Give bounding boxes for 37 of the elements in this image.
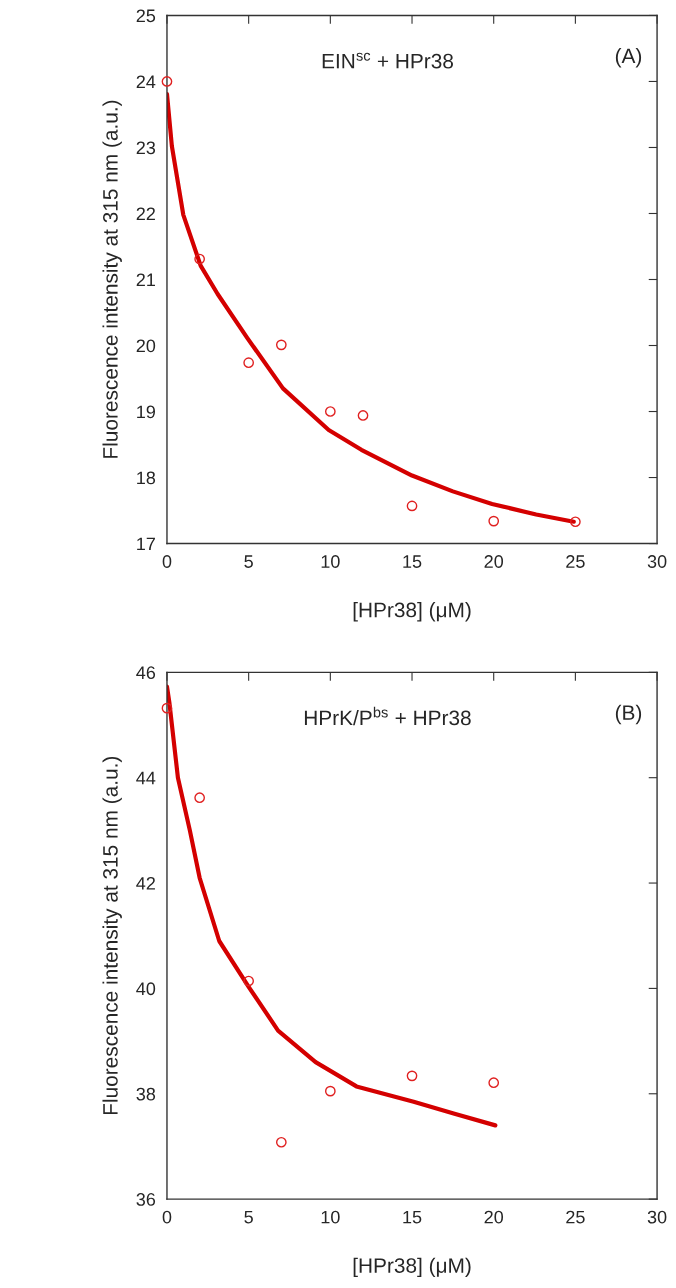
- y-tick-label: 25: [136, 9, 156, 23]
- y-axis-title: Fluorescence intensity at 315 nm (a.u.): [102, 100, 122, 458]
- x-tick-label: 20: [484, 1210, 504, 1224]
- y-axis-title: Fluorescence intensity at 315 nm (a.u.): [102, 756, 122, 1115]
- y-tick-label: 17: [137, 537, 155, 551]
- annotation: (A): [615, 47, 642, 68]
- y-tick-label: 20: [136, 339, 156, 353]
- y-tick-label: 19: [137, 405, 156, 419]
- y-tick-label: 40: [136, 982, 156, 996]
- x-tick-label: 20: [484, 555, 504, 568]
- y-tick-label: 18: [137, 471, 156, 485]
- x-tick-label: 10: [321, 1210, 340, 1224]
- x-tick-label: 30: [647, 1210, 667, 1224]
- x-tick-label: 25: [566, 1210, 585, 1224]
- y-tick-label: 21: [136, 273, 155, 287]
- y-tick-label: 22: [136, 207, 155, 221]
- y-tick-label: 24: [136, 75, 156, 89]
- x-tick-label: 10: [321, 555, 340, 568]
- y-tick-label: 44: [136, 771, 156, 785]
- x-axis-title: [HPr38] (μM): [353, 602, 471, 622]
- x-tick-label: 5: [244, 1210, 253, 1224]
- x-tick-label: 15: [403, 555, 422, 568]
- x-tick-label: 25: [566, 555, 585, 568]
- x-tick-label: 15: [403, 1210, 422, 1224]
- x-tick-label: 5: [244, 555, 253, 568]
- y-tick-label: 36: [136, 1193, 156, 1206]
- x-axis-title: [HPr38] (μM): [353, 1257, 471, 1278]
- annotation: (B): [615, 704, 642, 725]
- y-tick-label: 46: [136, 666, 156, 680]
- annotation: HPrK/P$^{bs}$ + HPr38: [304, 706, 471, 726]
- annotation: EIN$^{sc}$ + HPr38: [322, 52, 453, 69]
- y-tick-label: 23: [136, 141, 156, 155]
- x-tick-label: 30: [647, 555, 667, 568]
- y-tick-label: 38: [136, 1087, 156, 1101]
- x-tick-label: 0: [162, 555, 172, 568]
- x-tick-label: 0: [162, 1210, 172, 1224]
- y-tick-label: 42: [136, 876, 155, 890]
